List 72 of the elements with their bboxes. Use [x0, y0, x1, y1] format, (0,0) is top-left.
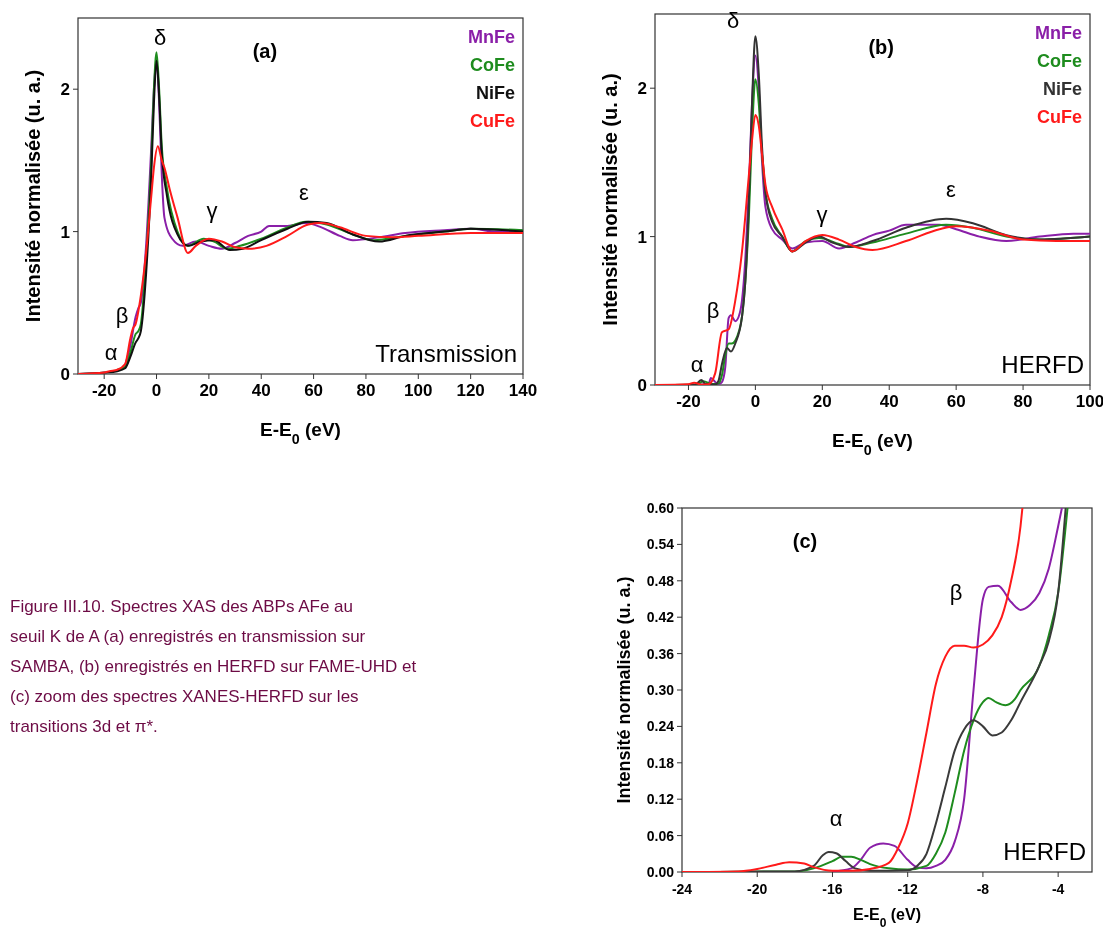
x-tick-label: 20 — [199, 381, 219, 400]
annotation: γ — [206, 198, 218, 223]
text: (a) — [252, 40, 278, 62]
x-tick-label: 60 — [946, 392, 966, 411]
text: MnFe — [1035, 23, 1082, 43]
annotation: ε — [946, 177, 957, 202]
y-tick-label: 1 — [60, 222, 70, 242]
x-tick-label: 80 — [1013, 392, 1033, 411]
x-tick-label: -12 — [897, 881, 919, 897]
text: (b) — [868, 36, 894, 58]
line-series — [78, 145, 523, 374]
y-axis-title: Intensité normalisée (u. a.) — [614, 576, 634, 804]
annotation: HERFD — [1001, 351, 1084, 378]
x-tick-label: -8 — [976, 881, 990, 897]
x-tick-label: -20 — [91, 381, 117, 400]
x-axis-title: E-E$_{0}$ (eV) — [852, 906, 922, 930]
text: CoFe — [470, 55, 515, 75]
x-tick-label: -20 — [676, 392, 701, 411]
x-tick-label: 0 — [750, 392, 761, 411]
y-tick-label: 1 — [637, 227, 647, 247]
y-tick-label: 0.00 — [646, 863, 675, 880]
annotation: α — [690, 352, 704, 377]
y-tick-label: 0.18 — [646, 754, 675, 771]
y-tick-label: 0.42 — [646, 609, 675, 626]
x-tick-label: 0 — [151, 381, 162, 400]
x-tick-label: 80 — [356, 381, 376, 400]
annotation: β — [706, 298, 720, 323]
x-tick-label: 120 — [456, 381, 485, 400]
x-tick-label: 140 — [508, 381, 538, 400]
text: CoFe — [1037, 51, 1082, 71]
text: Figure III.10. Spectres XAS des ABPs AFe au seuil K de A (a) enregistrés en transmission sur SAMBA, (b) enregistrés en HERFD sur FAME-UHD et (c) zoom des spectres XANES-HERFD sur les transitions 3d et π*. — [10, 597, 417, 736]
annotation: δ — [153, 25, 167, 50]
annotation: β — [115, 303, 129, 328]
text: (c) — [792, 530, 818, 552]
annotation: ε — [299, 180, 310, 205]
y-tick-label: 0.48 — [646, 572, 675, 589]
x-tick-label: 40 — [251, 381, 271, 400]
y-axis-title: Intensité normalisée (u. a.) — [22, 69, 44, 323]
annotation: γ — [816, 202, 828, 227]
annotation: δ — [726, 8, 740, 33]
x-tick-label: -24 — [671, 881, 693, 897]
x-tick-label: 20 — [812, 392, 832, 411]
annotation: α — [104, 340, 118, 365]
x-tick-label: 100 — [404, 381, 433, 400]
y-axis-title: Intensité normalisée (u. a.) — [599, 73, 621, 326]
y-tick-label: 0.54 — [646, 536, 675, 553]
x-tick-label: 100 — [1075, 392, 1103, 411]
y-tick-label: 0 — [60, 364, 70, 384]
x-tick-label: -20 — [747, 881, 768, 897]
y-tick-label: 0.60 — [646, 499, 675, 516]
x-tick-label: 40 — [879, 392, 899, 411]
text: NiFe — [1042, 79, 1082, 99]
annotation: HERFD — [1003, 838, 1086, 865]
y-tick-label: 0.12 — [646, 791, 675, 808]
x-axis-title: E-E$_{0}$ (eV) — [832, 430, 913, 458]
text: CuFe — [470, 111, 515, 131]
x-tick-label: -16 — [822, 881, 843, 897]
y-tick-label: 2 — [637, 79, 647, 99]
y-tick-label: 0.24 — [646, 718, 675, 735]
y-tick-label: 2 — [60, 80, 70, 100]
text: CuFe — [1037, 107, 1082, 127]
y-tick-label: 0.36 — [646, 645, 675, 662]
y-tick-label: 0.06 — [646, 827, 675, 844]
x-tick-label: 60 — [304, 381, 324, 400]
text: MnFe — [468, 27, 515, 47]
y-tick-label: 0.30 — [646, 681, 675, 698]
x-axis-title: E-E$_{0}$ (eV) — [260, 419, 341, 447]
annotation: β — [949, 580, 963, 605]
text: NiFe — [475, 83, 515, 103]
annotation: Transmission — [375, 340, 517, 367]
x-tick-label: -4 — [1051, 881, 1065, 897]
annotation: α — [829, 806, 843, 831]
